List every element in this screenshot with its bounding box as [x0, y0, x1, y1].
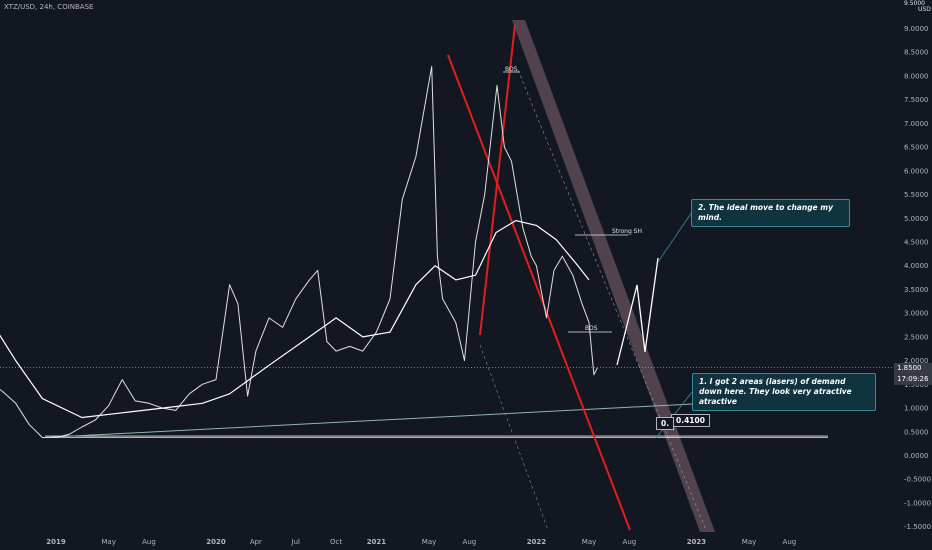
y-tick-label: -1.5000: [904, 523, 931, 531]
y-tick-label: 5.0000: [904, 215, 929, 223]
last-price-tag: 1.8500: [894, 363, 932, 374]
bos-label-low: BOS: [585, 325, 598, 332]
x-tick-label: Jul: [291, 538, 301, 546]
projected-path: [616, 257, 659, 366]
bos-label-top: BOS: [505, 66, 518, 73]
x-tick-label: 2019: [46, 538, 66, 546]
y-tick-label: 2.5000: [904, 333, 929, 341]
x-tick-label: May: [101, 538, 115, 546]
countdown-tag: 17:09:26: [894, 374, 932, 385]
y-tick-label: 7.0000: [904, 120, 929, 128]
x-tick-label: May: [742, 538, 756, 546]
y-tick-label: 2.0000: [904, 357, 929, 365]
dotted-projection: [479, 344, 549, 531]
x-tick-label: Oct: [330, 538, 342, 546]
strong-sh-label: Strong SH: [612, 228, 643, 235]
y-tick-label: 0.0000: [904, 452, 929, 460]
x-tick-label: Aug: [783, 538, 797, 546]
y-tick-label: 1.0000: [904, 405, 929, 413]
y-tick-label: 9.0000: [904, 25, 929, 33]
y-tick-label: 3.0000: [904, 310, 929, 318]
y-tick-label: 5.5000: [904, 191, 929, 199]
x-tick-label: 2021: [367, 538, 387, 546]
level-value-box-partial: 0.: [656, 417, 675, 430]
x-tick-label: May: [582, 538, 596, 546]
y-tick-label: 3.5000: [904, 286, 929, 294]
y-tick-label: 6.5000: [904, 144, 929, 152]
y-tick-label: 4.0000: [904, 262, 929, 270]
x-tick-label: 2023: [687, 538, 707, 546]
y-tick-label: 8.0000: [904, 72, 929, 80]
y-tick-label: -1.0000: [904, 499, 931, 507]
descending-channel: [512, 20, 715, 532]
y-tick-label: 6.0000: [904, 167, 929, 175]
x-tick-label: Aug: [142, 538, 156, 546]
x-tick-label: Aug: [463, 538, 477, 546]
note-connector: [657, 211, 693, 263]
y-axis-unit: USD: [918, 6, 931, 13]
y-tick-label: 7.5000: [904, 96, 929, 104]
annotation-demand-areas[interactable]: 1. I got 2 areas (lasers) of demand down…: [692, 373, 876, 411]
annotation-ideal-move[interactable]: 2. The ideal move to change my mind.: [691, 199, 850, 227]
x-tick-label: Aug: [623, 538, 637, 546]
y-tick-label: -0.5000: [904, 476, 931, 484]
level-value-box: 0.4100: [671, 414, 710, 427]
red-laser-line: [447, 54, 631, 531]
price-series-line: [0, 65, 598, 438]
symbol-header: XTZ/USD, 24h, COINBASE: [4, 3, 94, 11]
y-tick-label: 8.5000: [904, 49, 929, 57]
x-tick-label: 2020: [206, 538, 226, 546]
channel-midline: [517, 69, 707, 531]
moving-average-line: [0, 220, 590, 419]
red-impulse-line: [479, 24, 516, 336]
y-axis-top-label: 9.5000: [904, 0, 925, 7]
x-tick-label: May: [422, 538, 436, 546]
x-tick-label: 2022: [527, 538, 547, 546]
x-tick-label: Apr: [250, 538, 262, 546]
y-tick-label: 0.5000: [904, 428, 929, 436]
y-tick-label: 4.5000: [904, 238, 929, 246]
